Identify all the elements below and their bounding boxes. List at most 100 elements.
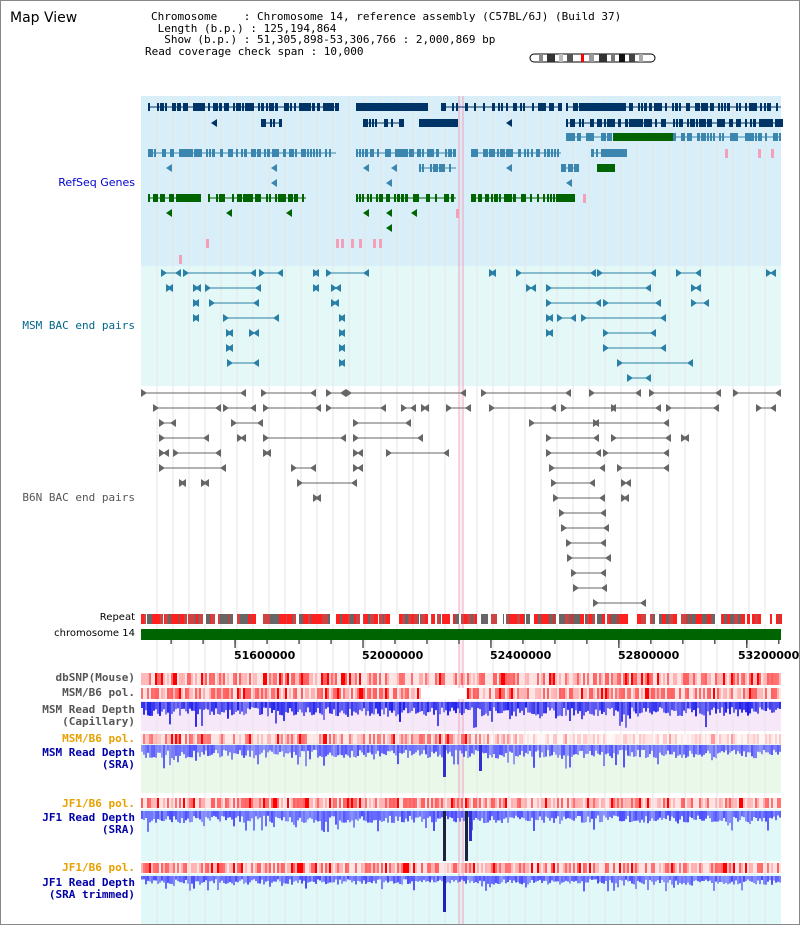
msm-bac-end xyxy=(313,269,319,277)
repeat-element xyxy=(399,614,402,624)
polymorphism-cell xyxy=(569,688,571,699)
jf1-pol-track-2[interactable] xyxy=(141,863,781,873)
jf1-pol1-label[interactable]: JF1/B6 pol. xyxy=(62,797,135,810)
gene-exon xyxy=(255,194,258,202)
msm-bac-end xyxy=(227,344,233,352)
jf1-depth-trim-label-1[interactable]: JF1 Read Depth xyxy=(42,876,135,889)
polymorphism-cell xyxy=(417,798,419,808)
b6n-bac-track[interactable] xyxy=(141,389,781,607)
jf1-pol2-label[interactable]: JF1/B6 pol. xyxy=(62,861,135,874)
polymorphism-cell xyxy=(563,798,565,808)
polymorphism-cell xyxy=(321,673,323,685)
depth-bar xyxy=(603,876,605,884)
polymorphism-cell xyxy=(155,688,157,699)
depth-bar xyxy=(687,745,689,757)
polymorphism-cell xyxy=(407,734,409,744)
depth-bar xyxy=(225,811,227,821)
polymorphism-cell xyxy=(401,688,403,699)
b6n-bac-end xyxy=(713,404,719,412)
polymorphism-cell xyxy=(585,863,587,873)
msm-bac-end xyxy=(331,284,337,292)
polymorphism-cell xyxy=(197,673,199,685)
depth-bar xyxy=(501,811,503,823)
jf1-read-depth-trimmed[interactable] xyxy=(141,876,781,912)
msm-depth-cap-label-1[interactable]: MSM Read Depth xyxy=(42,703,135,716)
depth-bar xyxy=(191,811,193,823)
msm-bac-label[interactable]: MSM BAC end pairs xyxy=(22,319,135,332)
gene-exon xyxy=(233,103,235,111)
depth-bar xyxy=(191,745,193,758)
depth-bar xyxy=(461,745,463,754)
gene-exon xyxy=(733,133,737,141)
b6n-bac-end xyxy=(566,539,572,547)
polymorphism-cell xyxy=(315,734,317,744)
depth-bar xyxy=(203,745,205,755)
repeat-element xyxy=(758,614,761,624)
msm-pol-track-2[interactable] xyxy=(141,734,781,744)
polymorphism-cell xyxy=(285,863,287,873)
gene-exon xyxy=(695,103,700,111)
chromosome-ideogram-icon[interactable] xyxy=(529,52,657,64)
jf1-pol-track-1[interactable] xyxy=(141,798,781,808)
polymorphism-cell xyxy=(645,688,647,699)
gene-exon xyxy=(759,119,763,127)
polymorphism-cell xyxy=(421,798,423,808)
polymorphism-cell xyxy=(455,863,457,873)
depth-bar xyxy=(755,702,757,712)
jf1-depth-sra-label-1[interactable]: JF1 Read Depth xyxy=(42,811,135,824)
depth-bar xyxy=(655,702,657,713)
msm-bac-track[interactable] xyxy=(161,269,776,382)
gene-exon xyxy=(254,149,256,157)
msm-pol-track-1[interactable] xyxy=(141,688,781,699)
repeat-track[interactable] xyxy=(141,614,782,624)
depth-bar xyxy=(757,745,759,752)
gene-pink-mark xyxy=(179,255,182,264)
msm-read-depth-sra[interactable] xyxy=(141,745,781,777)
dbsnp-label[interactable]: dbSNP(Mouse) xyxy=(55,671,135,684)
depth-bar xyxy=(207,702,209,710)
gene-exon xyxy=(736,119,739,127)
polymorphism-cell xyxy=(325,734,327,744)
depth-bar xyxy=(413,876,415,891)
b6n-bac-label[interactable]: B6N BAC end pairs xyxy=(22,491,135,504)
msm-bac-end xyxy=(703,299,709,307)
depth-bar xyxy=(181,876,183,883)
polymorphism-cell xyxy=(491,673,493,685)
depth-bar xyxy=(215,876,217,880)
polymorphism-cell xyxy=(627,688,629,699)
gene-exon xyxy=(776,103,778,111)
msm-bac-end xyxy=(617,359,623,367)
chromosome-bar[interactable] xyxy=(141,629,781,640)
polymorphism-cell xyxy=(509,688,511,699)
msm-pol2-label[interactable]: MSM/B6 pol. xyxy=(62,732,135,745)
msm-bac-end xyxy=(223,314,229,322)
polymorphism-cell xyxy=(689,798,691,808)
polymorphism-cell xyxy=(303,673,305,685)
msm-pol1-label[interactable]: MSM/B6 pol. xyxy=(62,686,135,699)
gene-exon xyxy=(610,119,615,127)
polymorphism-cell xyxy=(393,734,395,744)
gene-exon xyxy=(362,149,364,157)
jf1-read-depth-sra[interactable] xyxy=(141,811,781,861)
depth-bar xyxy=(295,876,297,881)
depth-bar xyxy=(351,702,353,716)
msm-read-depth-capillary[interactable] xyxy=(141,702,781,728)
depth-bar xyxy=(555,745,557,755)
refseq-genes-track[interactable] xyxy=(148,103,783,264)
dbsnp-track[interactable] xyxy=(141,673,781,685)
repeat-element xyxy=(741,614,745,624)
gene-exon xyxy=(163,194,165,202)
repeat-element xyxy=(296,614,298,624)
depth-bar xyxy=(197,811,199,819)
polymorphism-cell xyxy=(401,863,403,873)
polymorphism-cell xyxy=(565,798,567,808)
polymorphism-cell xyxy=(483,734,485,744)
depth-bar xyxy=(755,745,757,759)
depth-bar xyxy=(321,702,323,715)
refseq-label[interactable]: RefSeq Genes xyxy=(58,176,135,189)
depth-bar xyxy=(653,702,655,712)
msm-depth-sra-label-1[interactable]: MSM Read Depth xyxy=(42,746,135,759)
gene-exon xyxy=(236,103,241,111)
depth-bar xyxy=(597,811,599,816)
